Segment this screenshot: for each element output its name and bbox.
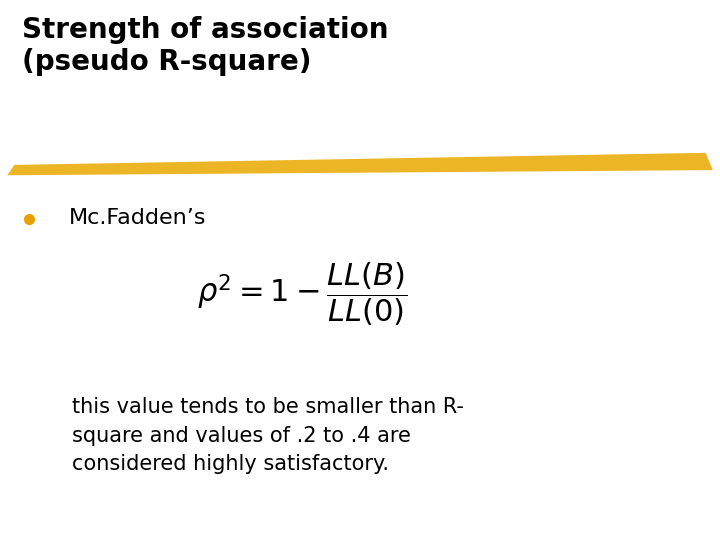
Polygon shape [7, 153, 713, 176]
Text: this value tends to be smaller than R-
square and values of .2 to .4 are
conside: this value tends to be smaller than R- s… [72, 397, 464, 475]
Text: Strength of association
(pseudo R-square): Strength of association (pseudo R-square… [22, 16, 388, 76]
Text: $\rho^2 = 1 - \dfrac{LL(B)}{LL(0)}$: $\rho^2 = 1 - \dfrac{LL(B)}{LL(0)}$ [197, 260, 408, 328]
Text: Mc.Fadden’s: Mc.Fadden’s [68, 207, 206, 228]
